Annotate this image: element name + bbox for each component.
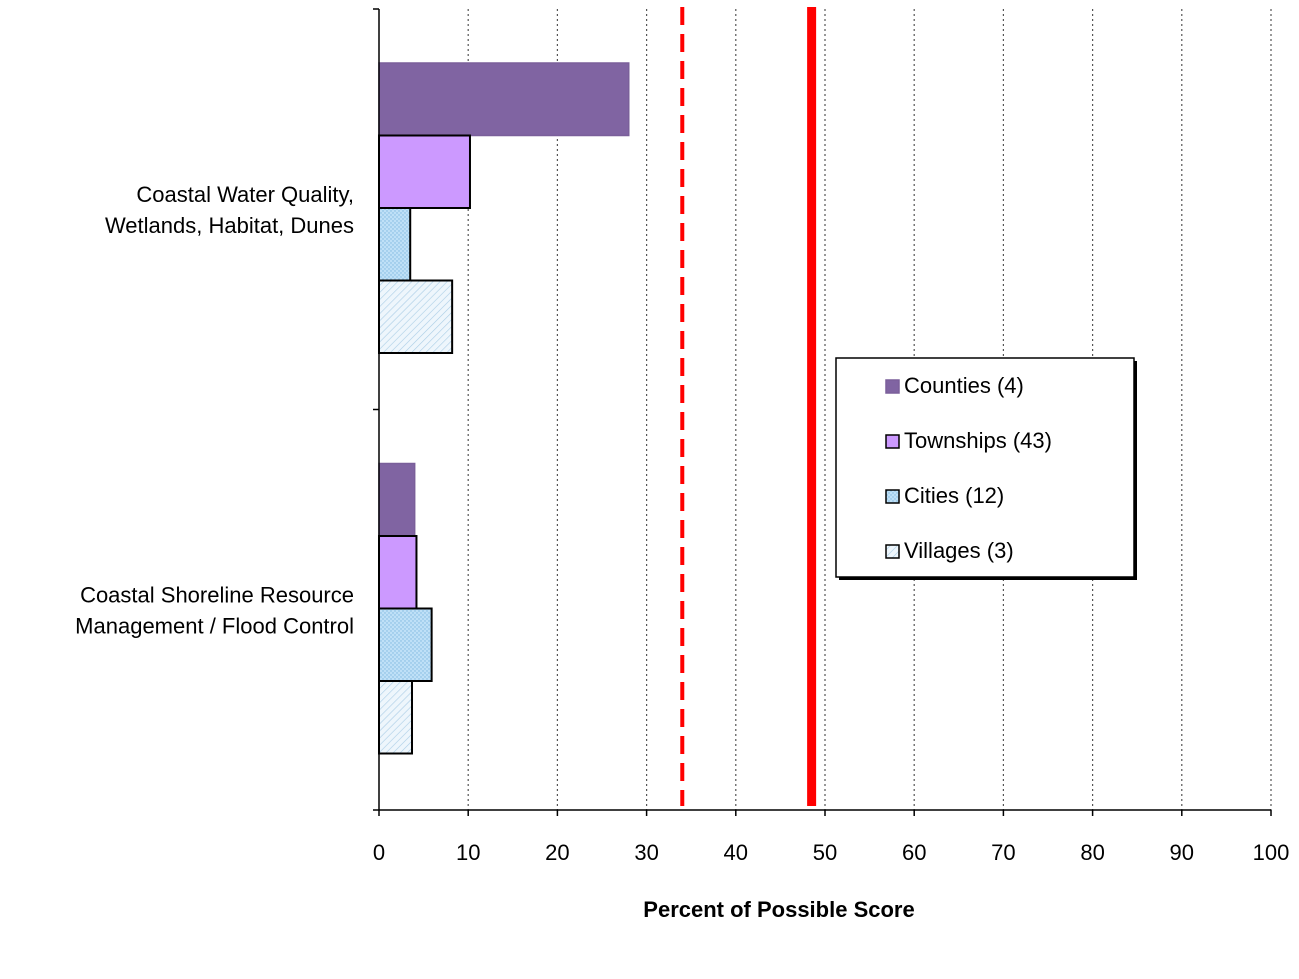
legend-box [835,357,1135,578]
x-tick-label: 20 [545,840,569,865]
category-label: Coastal Water Quality, [136,182,354,207]
x-axis-title: Percent of Possible Score [643,897,914,922]
bar-3-1 [378,207,412,282]
legend-swatch-2 [885,434,900,449]
bar-4-2 [378,680,414,755]
bar-3-2 [378,607,433,682]
legend-label-4: Villages (3) [904,538,1014,563]
x-tick-label: 60 [902,840,926,865]
axes [373,8,1272,816]
category-label: Management / Flood Control [75,613,354,638]
x-tick-label: 0 [373,840,385,865]
bars [378,62,630,755]
x-tick-label: 30 [634,840,658,865]
bar-2-1 [378,134,471,209]
x-tick-label: 40 [724,840,748,865]
bar-1-2 [378,462,416,537]
x-tick-label: 90 [1170,840,1194,865]
x-tick-label: 100 [1253,840,1290,865]
x-tick-label: 10 [456,840,480,865]
x-tick-labels: 0 10 20 30 40 50 60 70 80 90 100 [373,840,1289,865]
bar-2-2 [378,535,418,610]
category-label: Coastal Shoreline Resource [80,582,354,607]
x-tick-label: 80 [1080,840,1104,865]
reference-lines [680,7,817,806]
legend-label-1: Counties (4) [904,373,1024,398]
bar-1-1 [378,62,630,137]
bar-4-1 [378,279,454,354]
x-tick-label: 50 [813,840,837,865]
category-label: Wetlands, Habitat, Dunes [105,213,354,238]
legend-swatch-3 [885,489,900,504]
legend-label-3: Cities (12) [904,483,1004,508]
legend: Counties (4) Townships (43) Cities (12) Vil… [835,357,1137,580]
legend-swatch-4 [885,544,900,559]
x-tick-label: 70 [991,840,1015,865]
category-labels: Coastal Water Quality, Wetlands, Habitat,… [75,182,354,639]
legend-label-2: Townships (43) [904,428,1052,453]
legend-swatch-1 [885,379,900,394]
